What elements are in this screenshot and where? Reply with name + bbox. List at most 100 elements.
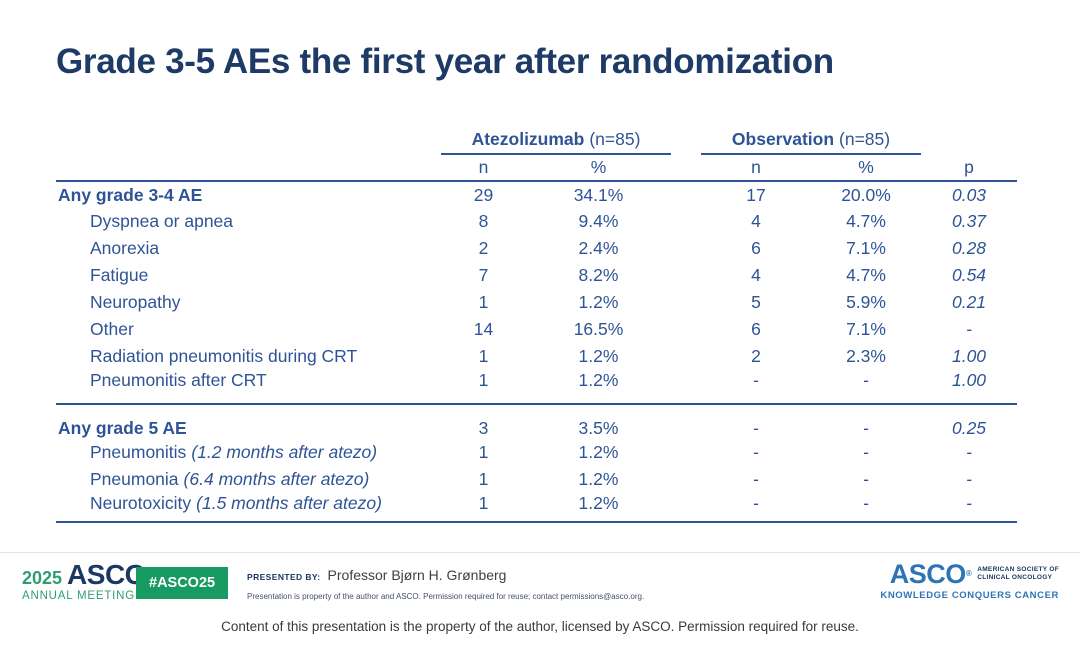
- obs-pct-header: %: [811, 154, 922, 182]
- presented-by-label: PRESENTED BY:: [247, 572, 321, 582]
- spacer-cell: [671, 493, 701, 523]
- asco-annual-meeting-logo: 2025 ASCO® ANNUAL MEETING: [22, 561, 152, 603]
- obs-pct-cell: 4.7%: [846, 211, 886, 231]
- ae-label: Anorexia: [90, 238, 160, 258]
- atezo-n-cell: 29: [473, 184, 494, 205]
- spacer-cell: [671, 235, 701, 262]
- spacer-cell: [671, 181, 701, 208]
- spacer-cell: [671, 403, 701, 439]
- obs-pct-cell: -: [863, 442, 869, 462]
- atezo-n-cell: 1: [478, 370, 489, 390]
- ae-note: (6.4 months after atezo): [183, 469, 370, 489]
- spacer-cell: [671, 262, 701, 289]
- p-value-cell: -: [921, 493, 1018, 523]
- ae-label: Any grade 3-4 AE: [58, 184, 203, 205]
- obs-pct-cell: 4.7%: [846, 265, 886, 285]
- logo-meeting-label: ANNUAL MEETING: [22, 590, 136, 602]
- p-value-cell: 1.00: [951, 346, 987, 366]
- table-row: Pneumonitis after CRT 1 1.2% - - 1.00: [56, 370, 1017, 404]
- slide-title: Grade 3-5 AEs the first year after rando…: [56, 42, 834, 81]
- ae-label: Pneumonitis (1.2 months after atezo): [90, 442, 378, 462]
- table-row: Pneumonitis (1.2 months after atezo) 1 1.…: [56, 439, 1017, 466]
- logo-org: ASCO®: [889, 559, 972, 589]
- spacer-cell: [671, 316, 701, 343]
- p-value-cell: 0.37: [951, 211, 987, 231]
- atezo-pct-cell: 9.4%: [578, 211, 619, 231]
- table-row: Any grade 3-4 AE 29 34.1% 17 20.0% 0.03: [56, 181, 1017, 208]
- atezo-pct-cell: 3.5%: [526, 403, 671, 439]
- obs-n-cell: -: [701, 493, 811, 523]
- obs-n-cell: 5: [751, 292, 761, 312]
- spacer-cell: [671, 289, 701, 316]
- ae-label: Pneumonitis after CRT: [90, 370, 267, 390]
- obs-n-cell: 17: [746, 184, 766, 205]
- empty-cell: [921, 126, 1017, 154]
- p-header: p: [921, 154, 1018, 182]
- atezo-pct-cell: 2.4%: [578, 238, 619, 258]
- observation-group-header: Observation (n=85): [701, 126, 922, 155]
- p-value-cell: 1.00: [951, 370, 987, 390]
- adverse-events-table: Atezolizumab (n=85) Observation (n=85) n %…: [56, 126, 1018, 523]
- presented-by-block: PRESENTED BY: Professor Bjørn H. Grønber…: [247, 567, 644, 601]
- footer-divider: [0, 552, 1080, 553]
- obs-pct-cell: -: [811, 493, 922, 523]
- atezo-pct-cell: 1.2%: [578, 442, 619, 462]
- atezo-pct-cell: 1.2%: [578, 370, 619, 390]
- atezo-pct-cell: 8.2%: [578, 265, 619, 285]
- spacer-cell: [671, 439, 701, 466]
- ae-label: Radiation pneumonitis during CRT: [90, 346, 358, 366]
- obs-n-cell: -: [753, 469, 759, 489]
- atezo-n-cell: 8: [478, 211, 489, 231]
- p-value-cell: -: [966, 442, 972, 462]
- obs-pct-cell: -: [811, 403, 922, 439]
- p-value-cell: 0.25: [921, 403, 1018, 439]
- obs-pct-cell: 5.9%: [846, 292, 886, 312]
- table-row: Dyspnea or apnea 8 9.4% 4 4.7% 0.37: [56, 208, 1017, 235]
- atezo-n-cell: 7: [478, 265, 489, 285]
- obs-n-cell: 6: [751, 238, 761, 258]
- content-license-caption: Content of this presentation is the prop…: [221, 619, 859, 634]
- atezo-pct-header: %: [526, 154, 671, 182]
- obs-n-cell: -: [753, 442, 759, 462]
- obs-n-cell: 4: [751, 265, 761, 285]
- empty-cell: [56, 154, 441, 182]
- hashtag-badge: #ASCO25: [136, 567, 229, 599]
- logo-year: 2025: [22, 568, 63, 588]
- atezo-n-cell: 1: [478, 292, 489, 312]
- spacer-cell: [671, 126, 701, 154]
- presentation-disclaimer: Presentation is property of the author a…: [247, 592, 645, 601]
- ae-label: Neurotoxicity (1.5 months after atezo): [56, 493, 441, 523]
- obs-pct-cell: 2.3%: [846, 346, 886, 366]
- spacer-cell: [671, 208, 701, 235]
- atezo-n-cell: 2: [478, 238, 489, 258]
- atezo-pct-cell: 34.1%: [573, 184, 624, 205]
- obs-n-cell: -: [701, 403, 811, 439]
- atezo-pct-cell: 1.2%: [578, 346, 619, 366]
- obs-n-cell: 6: [751, 319, 761, 339]
- p-value-cell: -: [966, 469, 972, 489]
- obs-n-cell: 2: [751, 346, 761, 366]
- spacer-cell: [671, 154, 701, 182]
- atezo-n-cell: 1: [478, 346, 489, 366]
- asco-society-logo: ASCO® AMERICAN SOCIETY OF CLINICAL ONCOL…: [880, 559, 1059, 602]
- ae-label: Fatigue: [90, 265, 149, 285]
- p-value-cell: -: [966, 319, 972, 339]
- atezo-n-cell: 1: [478, 442, 489, 462]
- ae-label: Other: [90, 319, 134, 339]
- atezo-pct-cell: 1.2%: [578, 292, 619, 312]
- obs-n-header: n: [701, 154, 811, 182]
- group-header-row: Atezolizumab (n=85) Observation (n=85): [56, 126, 1017, 155]
- spacer-cell: [671, 370, 701, 404]
- registered-mark: ®: [965, 569, 972, 578]
- group-count: (n=85): [589, 129, 641, 149]
- asco-tagline: KNOWLEDGE CONQUERS CANCER: [880, 590, 1059, 601]
- table-row: Neurotoxicity (1.5 months after atezo) 1 …: [56, 493, 1018, 523]
- p-value-cell: 0.28: [951, 238, 987, 258]
- ae-label: Pneumonia (6.4 months after atezo): [90, 469, 370, 489]
- atezo-pct-cell: 1.2%: [578, 469, 619, 489]
- presenter-name: Professor Bjørn H. Grønberg: [327, 567, 507, 583]
- atezo-pct-cell: 16.5%: [573, 319, 624, 339]
- obs-pct-cell: 7.1%: [846, 319, 886, 339]
- ae-label: Dyspnea or apnea: [90, 211, 234, 231]
